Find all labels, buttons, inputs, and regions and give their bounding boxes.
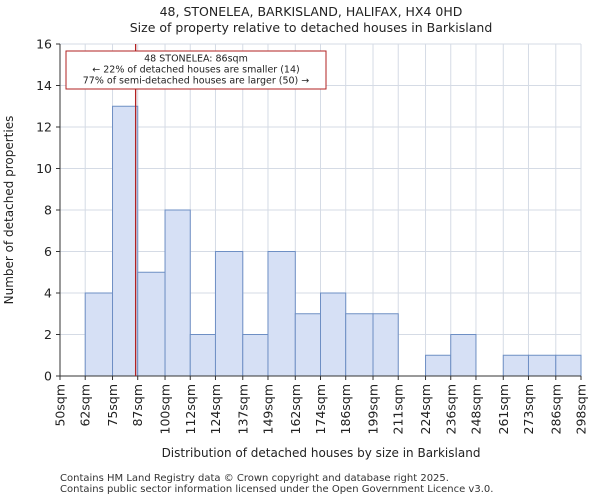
- property-marker: 48 STONELEA: 86sqm← 22% of detached hous…: [65, 44, 327, 376]
- x-tick-label: 224sqm: [418, 384, 433, 434]
- annotation-box: [65, 50, 327, 90]
- x-tick-label: 273sqm: [521, 384, 536, 434]
- x-tick-label: 248sqm: [468, 384, 483, 434]
- x-tick-label: 174sqm: [313, 384, 328, 434]
- annotation-line: 48 STONELEA: 86sqm: [144, 54, 248, 65]
- x-tick-label: 100sqm: [158, 384, 173, 434]
- histogram-bar: [84, 292, 114, 377]
- axes: 0 2 4 6 8 10 12 14 16 50sqm 62sqm 75sqm 87sqm 100sqm 1…: [36, 37, 588, 435]
- histogram-bar: [112, 105, 139, 377]
- y-tick-label: 4: [44, 286, 52, 301]
- y-tick-label: 16: [36, 37, 52, 52]
- chart-title-line2: Size of property relative to detached ho…: [130, 20, 493, 35]
- x-tick-label: 186sqm: [338, 384, 353, 434]
- histogram-bar: [372, 313, 399, 377]
- histogram-bar: [214, 251, 244, 377]
- histogram-bar: [137, 271, 166, 377]
- x-tick-label: 261sqm: [496, 384, 511, 434]
- x-tick-label: 50sqm: [53, 384, 68, 427]
- x-tick-label: 124sqm: [208, 384, 223, 434]
- x-tick-label: 149sqm: [260, 384, 275, 434]
- footer-line-1: Contains HM Land Registry data © Crown c…: [60, 473, 449, 484]
- histogram-bar: [267, 251, 296, 377]
- bars: [84, 105, 582, 377]
- y-tick-label: 14: [36, 78, 52, 93]
- histogram-bar: [164, 209, 191, 377]
- histogram-bar: [345, 313, 374, 377]
- histogram-bar: [294, 313, 321, 377]
- x-tick-label: 87sqm: [130, 384, 145, 427]
- x-tick-label: 199sqm: [366, 384, 381, 434]
- y-tick-label: 2: [44, 327, 52, 342]
- footer-attribution: Contains HM Land Registry data © Crown c…: [60, 473, 493, 495]
- annotation-line: ← 22% of detached houses are smaller (14…: [92, 65, 299, 76]
- x-axis-label: Distribution of detached houses by size …: [162, 446, 481, 460]
- histogram-bar: [502, 354, 529, 377]
- histogram-bar: [320, 292, 347, 377]
- y-tick-label: 8: [44, 203, 52, 218]
- chart-title-line1: 48, STONELEA, BARKISLAND, HALIFAX, HX4 0…: [160, 4, 463, 19]
- y-tick-label: 6: [44, 244, 52, 259]
- x-tick-label: 75sqm: [105, 384, 120, 427]
- footer-line-2: Contains public sector information licen…: [60, 484, 494, 495]
- x-tick-label: 286sqm: [548, 384, 563, 434]
- x-tick-label: 211sqm: [391, 384, 406, 434]
- y-tick-label: 10: [36, 161, 52, 176]
- x-tick-label: 236sqm: [443, 384, 458, 434]
- x-tick-label: 162sqm: [288, 384, 303, 434]
- histogram-bar: [527, 354, 557, 377]
- histogram-bar: [555, 354, 582, 377]
- histogram-bar: [242, 334, 269, 377]
- y-tick-label: 12: [36, 120, 52, 135]
- x-tick-label: 112sqm: [183, 384, 198, 434]
- x-tick-label: 62sqm: [78, 384, 93, 427]
- x-tick-label: 298sqm: [574, 384, 589, 434]
- x-tick-label: 137sqm: [235, 384, 250, 434]
- histogram-bar: [425, 354, 452, 377]
- histogram-bar: [450, 334, 477, 377]
- histogram-bar: [189, 334, 216, 377]
- y-tick-label: 0: [44, 369, 52, 384]
- y-axis-label: Number of detached properties: [2, 116, 16, 305]
- annotation-line: 77% of semi-detached houses are larger (…: [83, 76, 310, 87]
